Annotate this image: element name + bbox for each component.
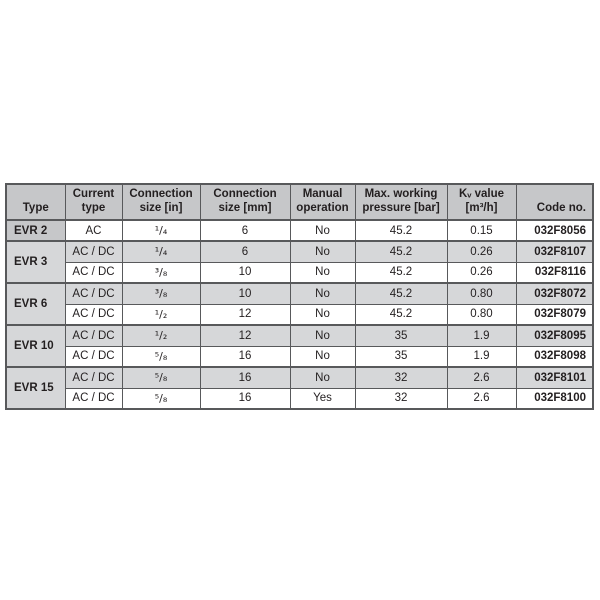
current-type-cell: AC / DC — [64, 303, 123, 326]
header-type: Type — [5, 183, 66, 221]
table-row: AC / DC ⁵/₈ 16 Yes 32 2.6 032F8100 — [6, 387, 594, 410]
kv-value-cell: 0.80 — [446, 303, 517, 326]
kv-value-cell: 2.6 — [446, 387, 517, 410]
current-type-cell: AC / DC — [64, 324, 123, 347]
connection-size-in-cell: ⁵/₈ — [121, 345, 201, 368]
code-no-cell: 032F8072 — [515, 282, 594, 305]
connection-size-in-cell: ⁵/₈ — [121, 366, 201, 389]
code-no-cell: 032F8056 — [515, 219, 594, 242]
table-header-row: Type Current type Connection size [in] C… — [5, 183, 594, 221]
product-spec-table: Type Current type Connection size [in] C… — [5, 183, 594, 410]
header-connection-size-in: Connection size [in] — [121, 183, 201, 221]
connection-size-mm-cell: 16 — [199, 366, 291, 389]
type-cell: EVR 2 — [5, 219, 66, 242]
connection-size-mm-cell: 10 — [199, 282, 291, 305]
current-type-cell: AC / DC — [64, 345, 123, 368]
connection-size-in-cell: ⁵/₈ — [121, 387, 201, 410]
table-row: EVR 15 AC / DC ⁵/₈ 16 No 32 2.6 032F8101 — [5, 366, 594, 410]
table-row: AC / DC ³/₈ 10 No 45.2 0.26 032F8116 — [6, 261, 594, 284]
pressure-cell: 32 — [354, 387, 448, 410]
manual-operation-cell: No — [289, 261, 356, 284]
connection-size-mm-cell: 6 — [199, 240, 291, 263]
connection-size-in-cell: ¹/₄ — [121, 240, 201, 263]
code-no-cell: 032F8098 — [515, 345, 594, 368]
manual-operation-cell: No — [289, 366, 356, 389]
table-body: EVR 2 AC ¹/₄ 6 No 45.2 0.15 032F8056 EVR 3 AC / D… — [5, 219, 594, 410]
pressure-cell: 32 — [354, 366, 448, 389]
table-row: AC / DC ⁵/₈ 16 No 35 1.9 032F8098 — [6, 345, 594, 368]
connection-size-mm-cell: 16 — [199, 345, 291, 368]
current-type-cell: AC — [64, 219, 123, 242]
code-no-cell: 032F8116 — [515, 261, 594, 284]
manual-operation-cell: No — [289, 345, 356, 368]
table-row: AC / DC ¹/₂ 12 No 45.2 0.80 032F8079 — [6, 303, 594, 326]
header-max-working-pressure: Max. working pressure [bar] — [354, 183, 448, 221]
current-type-cell: AC / DC — [64, 366, 123, 389]
manual-operation-cell: No — [289, 282, 356, 305]
kv-value-cell: 0.15 — [446, 219, 517, 242]
code-no-cell: 032F8095 — [515, 324, 594, 347]
table-row: EVR 2 AC ¹/₄ 6 No 45.2 0.15 032F8056 — [5, 219, 594, 242]
pressure-cell: 35 — [354, 324, 448, 347]
connection-size-in-cell: ¹/₄ — [121, 219, 201, 242]
header-current-type: Current type — [64, 183, 123, 221]
current-type-cell: AC / DC — [64, 387, 123, 410]
manual-operation-cell: No — [289, 240, 356, 263]
code-no-cell: 032F8101 — [515, 366, 594, 389]
kv-value-cell: 1.9 — [446, 324, 517, 347]
connection-size-mm-cell: 12 — [199, 303, 291, 326]
code-no-cell: 032F8100 — [515, 387, 594, 410]
connection-size-mm-cell: 6 — [199, 219, 291, 242]
pressure-cell: 45.2 — [354, 303, 448, 326]
kv-value-cell: 0.80 — [446, 282, 517, 305]
current-type-cell: AC / DC — [64, 282, 123, 305]
header-connection-size-mm: Connection size [mm] — [199, 183, 291, 221]
table-row: EVR 3 AC / DC ¹/₄ 6 No 45.2 0.26 032F8107 — [5, 240, 594, 284]
connection-size-mm-cell: 12 — [199, 324, 291, 347]
connection-size-mm-cell: 16 — [199, 387, 291, 410]
current-type-cell: AC / DC — [64, 240, 123, 263]
type-cell: EVR 10 — [5, 324, 66, 368]
connection-size-in-cell: ¹/₂ — [121, 303, 201, 326]
pressure-cell: 45.2 — [354, 261, 448, 284]
type-cell: EVR 3 — [5, 240, 66, 284]
manual-operation-cell: No — [289, 324, 356, 347]
pressure-cell: 45.2 — [354, 240, 448, 263]
header-code-no: Code no. — [515, 183, 594, 221]
connection-size-mm-cell: 10 — [199, 261, 291, 284]
header-kv-value: Kᵥ value [m³/h] — [446, 183, 517, 221]
type-cell: EVR 15 — [5, 366, 66, 410]
code-no-cell: 032F8107 — [515, 240, 594, 263]
connection-size-in-cell: ¹/₂ — [121, 324, 201, 347]
kv-value-cell: 1.9 — [446, 345, 517, 368]
pressure-cell: 45.2 — [354, 282, 448, 305]
pressure-cell: 35 — [354, 345, 448, 368]
code-no-cell: 032F8079 — [515, 303, 594, 326]
kv-value-cell: 0.26 — [446, 240, 517, 263]
manual-operation-cell: No — [289, 303, 356, 326]
pressure-cell: 45.2 — [354, 219, 448, 242]
kv-value-cell: 2.6 — [446, 366, 517, 389]
kv-value-cell: 0.26 — [446, 261, 517, 284]
header-manual-operation: Manual operation — [289, 183, 356, 221]
connection-size-in-cell: ³/₈ — [121, 261, 201, 284]
type-cell: EVR 6 — [5, 282, 66, 326]
manual-operation-cell: Yes — [289, 387, 356, 410]
table-row: EVR 10 AC / DC ¹/₂ 12 No 35 1.9 032F8095 — [5, 324, 594, 368]
table-row: EVR 6 AC / DC ³/₈ 10 No 45.2 0.80 032F8072 — [5, 282, 594, 326]
connection-size-in-cell: ³/₈ — [121, 282, 201, 305]
current-type-cell: AC / DC — [64, 261, 123, 284]
manual-operation-cell: No — [289, 219, 356, 242]
